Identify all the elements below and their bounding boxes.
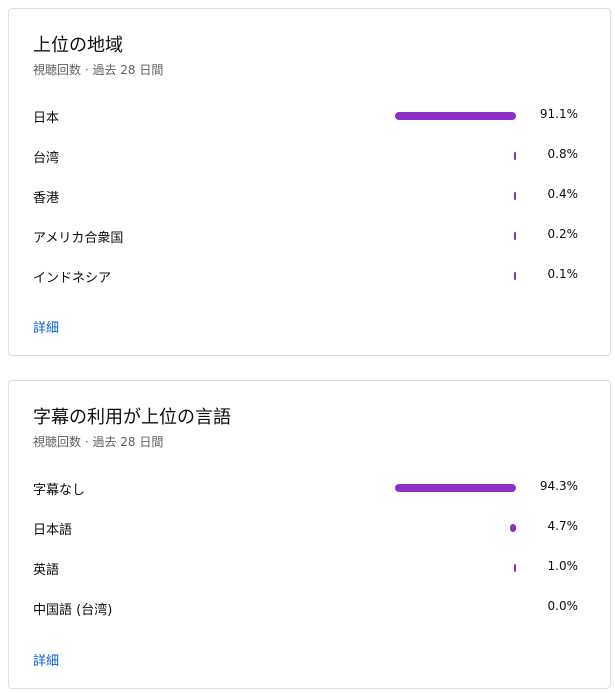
top-subtitle-languages-card: 字幕の利用が上位の言語 視聴回数 · 過去 28 日間 字幕なし 94.3% 日本語… — [8, 380, 611, 689]
language-row-label: 字幕なし — [33, 483, 86, 498]
language-row-label: 日本語 — [33, 523, 73, 538]
region-row-value: 0.1% — [547, 267, 579, 281]
region-row-label: インドネシア — [33, 271, 112, 286]
language-row: 字幕なし 94.3% — [9, 468, 610, 508]
region-row-value: 0.2% — [547, 227, 579, 241]
region-row-bar-track — [395, 232, 516, 240]
language-row-value: 4.7% — [547, 519, 579, 533]
language-row-bar — [509, 524, 516, 532]
language-row-bar-track — [395, 604, 516, 612]
region-row-bar — [514, 152, 516, 160]
region-row-label: 香港 — [33, 191, 60, 206]
region-details-link[interactable]: 詳細 — [33, 321, 60, 336]
card-subtitle: 視聴回数 · 過去 28 日間 — [33, 63, 164, 77]
region-row: 台湾 0.8% — [9, 136, 610, 176]
language-row: 日本語 4.7% — [9, 508, 610, 548]
region-row-bar-track — [395, 152, 516, 160]
language-row-value: 94.3% — [539, 479, 578, 493]
language-row-label: 英語 — [33, 563, 60, 578]
language-row-bar — [395, 484, 516, 492]
language-row: 中国語 (台湾) 0.0% — [9, 588, 610, 628]
language-row-bar-track — [395, 484, 516, 492]
language-list: 字幕なし 94.3% 日本語 4.7% 英語 1.0% 中国語 (台湾) 0.0% — [9, 468, 610, 628]
region-row-bar-track — [395, 272, 516, 280]
region-row-bar-track — [395, 112, 516, 120]
region-row: 香港 0.4% — [9, 176, 610, 216]
region-row-value: 0.8% — [547, 147, 579, 161]
language-row-value: 1.0% — [547, 559, 579, 573]
region-list: 日本 91.1% 台湾 0.8% 香港 0.4% アメリカ合衆国 0.2% インドネシア 0.1% — [9, 96, 610, 296]
region-row-value: 91.1% — [539, 107, 578, 121]
region-row-value: 0.4% — [547, 187, 579, 201]
language-row-value: 0.0% — [547, 599, 579, 613]
region-row-bar-track — [395, 192, 516, 200]
card-title: 上位の地域 — [33, 35, 123, 56]
language-details-link[interactable]: 詳細 — [33, 654, 60, 669]
card-title: 字幕の利用が上位の言語 — [33, 407, 231, 428]
region-row-bar — [395, 112, 516, 120]
language-row-bar-track — [395, 524, 516, 532]
top-regions-card: 上位の地域 視聴回数 · 過去 28 日間 日本 91.1% 台湾 0.8% 香港 0.4… — [8, 8, 611, 356]
region-row: アメリカ合衆国 0.2% — [9, 216, 610, 256]
region-row-label: アメリカ合衆国 — [33, 231, 124, 246]
region-row-bar — [514, 192, 516, 200]
region-row-bar — [514, 232, 516, 240]
card-subtitle: 視聴回数 · 過去 28 日間 — [33, 435, 164, 449]
language-row: 英語 1.0% — [9, 548, 610, 588]
region-row: 日本 91.1% — [9, 96, 610, 136]
region-row-label: 台湾 — [33, 151, 60, 166]
region-row: インドネシア 0.1% — [9, 256, 610, 296]
language-row-bar — [514, 564, 516, 572]
region-row-label: 日本 — [33, 111, 60, 126]
language-row-bar-track — [395, 564, 516, 572]
region-row-bar — [514, 272, 516, 280]
language-row-label: 中国語 (台湾) — [33, 603, 113, 618]
